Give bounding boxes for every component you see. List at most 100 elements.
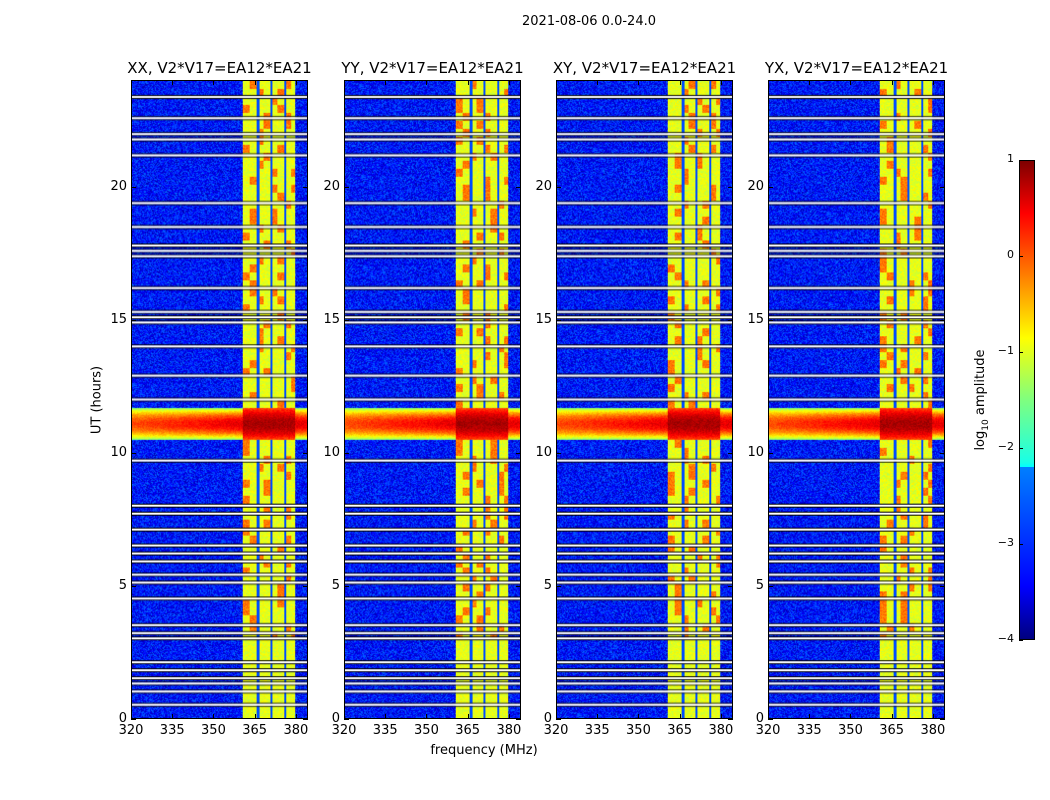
y-tick-mark: [556, 719, 561, 720]
y-tick-mark: [131, 452, 136, 454]
y-tick-label: 15: [535, 311, 552, 327]
heatmap-image: [769, 81, 944, 718]
x-tick-mark: [679, 714, 681, 719]
x-tick-label: 380: [708, 723, 734, 738]
x-tick-mark: [809, 714, 811, 719]
panel-title: YX, V2*V17=EA12*EA21: [764, 59, 949, 77]
x-tick-mark: [932, 80, 934, 85]
colorbar-tick-label: −3: [997, 536, 1014, 549]
heatmap-panel: [131, 80, 308, 719]
x-tick-mark: [720, 80, 722, 85]
x-tick-mark: [254, 80, 256, 85]
figure-suptitle: 2021-08-06 0.0-24.0: [522, 14, 656, 29]
y-tick-label: 20: [323, 178, 340, 194]
y-tick-label: 10: [110, 444, 127, 460]
heatmap-image: [345, 81, 520, 718]
y-tick-label: 20: [110, 178, 127, 194]
x-tick-mark: [809, 80, 811, 85]
y-tick-mark: [303, 585, 308, 587]
y-tick-mark: [344, 319, 349, 321]
x-tick-mark: [638, 714, 640, 719]
y-tick-mark: [940, 585, 945, 587]
x-tick-mark: [295, 714, 297, 719]
y-tick-mark: [344, 719, 349, 720]
y-tick-label: 5: [543, 577, 552, 593]
x-tick-mark: [467, 80, 469, 85]
x-tick-label: 335: [584, 723, 610, 738]
y-tick-label: 0: [331, 711, 340, 726]
x-tick-mark: [344, 80, 345, 85]
x-tick-mark: [172, 80, 174, 85]
y-tick-mark: [303, 452, 308, 454]
y-tick-label: 20: [535, 178, 552, 194]
x-tick-mark: [385, 80, 387, 85]
x-tick-label: 365: [667, 723, 693, 738]
x-tick-label: 380: [920, 723, 946, 738]
y-tick-mark: [131, 585, 136, 587]
x-tick-label: 350: [626, 723, 651, 738]
x-tick-mark: [467, 714, 469, 719]
y-tick-mark: [303, 319, 308, 321]
y-tick-label: 15: [323, 311, 340, 327]
y-tick-mark: [516, 186, 521, 188]
heatmap-panel: [768, 80, 945, 719]
x-tick-label: 320: [755, 723, 781, 738]
y-tick-mark: [131, 319, 136, 321]
colorbar-tick-mark: [1019, 544, 1023, 545]
x-tick-label: 350: [838, 723, 863, 738]
y-tick-label: 5: [118, 577, 127, 593]
y-tick-mark: [768, 719, 773, 720]
x-tick-mark: [426, 714, 428, 719]
x-tick-label: 320: [543, 723, 569, 738]
y-tick-mark: [344, 585, 349, 587]
x-tick-mark: [891, 714, 893, 719]
panel-title: XY, V2*V17=EA12*EA21: [552, 59, 737, 77]
y-tick-mark: [516, 585, 521, 587]
y-tick-mark: [940, 452, 945, 454]
x-tick-mark: [891, 80, 893, 85]
heatmap-panel: [556, 80, 733, 719]
y-tick-mark: [768, 452, 773, 454]
y-tick-label: 5: [331, 577, 340, 593]
y-tick-label: 5: [755, 577, 764, 593]
y-tick-mark: [728, 452, 733, 454]
x-tick-mark: [768, 80, 769, 85]
x-tick-label: 365: [455, 723, 481, 738]
x-tick-label: 350: [201, 723, 226, 738]
x-tick-label: 335: [159, 723, 185, 738]
y-tick-label: 15: [110, 311, 127, 327]
x-tick-label: 365: [242, 723, 268, 738]
y-tick-mark: [768, 319, 773, 321]
colorbar-label-rest: amplitude: [973, 349, 989, 420]
y-tick-mark: [728, 585, 733, 587]
y-tick-label: 0: [118, 711, 127, 726]
x-tick-mark: [385, 714, 387, 719]
y-tick-label: 15: [747, 311, 764, 327]
y-tick-mark: [556, 186, 561, 188]
y-tick-mark: [728, 319, 733, 321]
y-axis-label: UT (hours): [89, 365, 105, 435]
y-tick-mark: [303, 719, 308, 720]
x-axis-label: frequency (MHz): [430, 743, 538, 758]
x-tick-mark: [508, 714, 510, 719]
x-tick-mark: [932, 714, 934, 719]
y-tick-label: 20: [747, 178, 764, 194]
heatmap-image: [557, 81, 732, 718]
x-tick-mark: [213, 714, 215, 719]
colorbar-tick-mark: [1019, 160, 1023, 161]
y-tick-mark: [940, 719, 945, 720]
heatmap-panel: [344, 80, 521, 719]
y-tick-label: 10: [535, 444, 552, 460]
colorbar-tick-mark: [1019, 640, 1023, 641]
heatmap-image: [132, 81, 307, 718]
x-tick-mark: [850, 80, 852, 85]
x-tick-mark: [508, 80, 510, 85]
y-tick-mark: [556, 585, 561, 587]
y-tick-mark: [344, 186, 349, 188]
x-tick-mark: [426, 80, 428, 85]
colorbar-tick-label: −2: [997, 440, 1014, 453]
x-tick-mark: [344, 714, 345, 719]
y-tick-mark: [516, 452, 521, 454]
x-tick-mark: [768, 714, 769, 719]
y-tick-label: 10: [747, 444, 764, 460]
